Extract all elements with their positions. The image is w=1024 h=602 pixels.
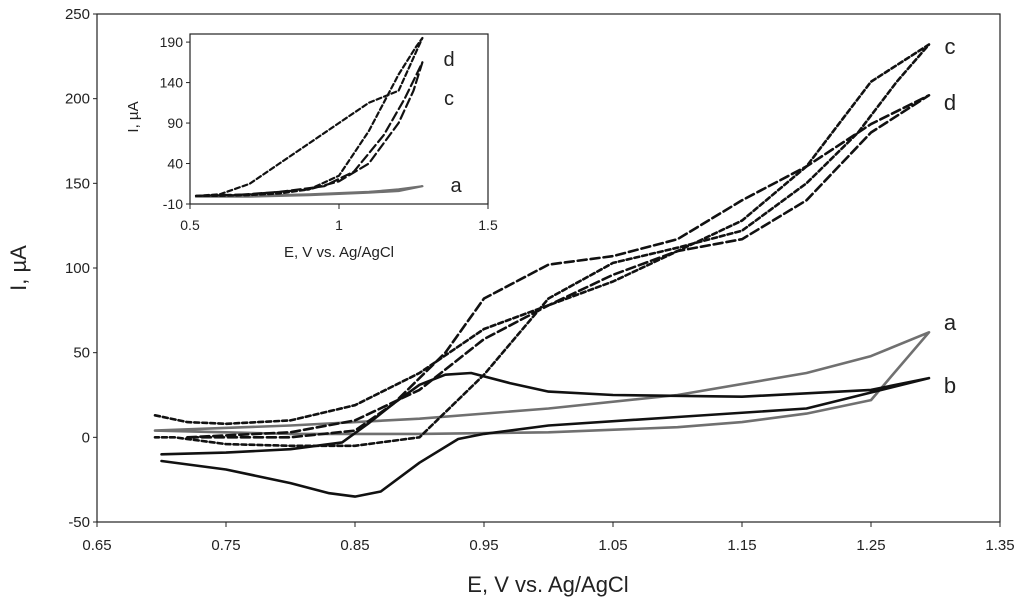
main-series-d-line [186, 94, 931, 439]
main-y-tick-label: 150 [65, 175, 90, 192]
inset-x-tick-label: 0.5 [180, 217, 200, 233]
inset-series-group [194, 36, 424, 198]
inset-y-tick-label: 190 [160, 34, 184, 50]
y-axis-label: I, µA [6, 245, 31, 291]
main-series-a-line [153, 331, 931, 436]
main-series-b-line [160, 371, 931, 498]
main-y-tick-labels: -50 0 50 100 150 200 250 [65, 6, 97, 531]
main-x-tick-label: 1.25 [856, 537, 885, 554]
main-x-tick-label: 1.35 [985, 537, 1014, 554]
inset-background [184, 34, 488, 204]
main-x-tick-labels: 0.65 0.75 0.85 0.95 1.05 1.15 1.25 1.35 [82, 522, 1015, 554]
inset-y-tick-label: -10 [163, 196, 183, 212]
main-y-tick-label: 250 [65, 6, 90, 23]
inset-series-a-line [194, 185, 424, 198]
inset-x-tick-label: 1 [335, 217, 343, 233]
inset-x-axis-label: E, V vs. Ag/AgCl [284, 244, 394, 261]
main-x-tick-label: 0.95 [469, 537, 498, 554]
main-y-tick-label: -50 [68, 514, 90, 531]
main-series-group [153, 43, 931, 498]
main-curve-label-a: a [944, 310, 957, 335]
main-series-c-line [153, 43, 931, 448]
main-curve-label-c: c [945, 34, 956, 59]
inset-x-tick-labels: 0.5 1 1.5 [180, 204, 498, 233]
inset-y-tick-label: 40 [167, 156, 183, 172]
inset-y-tick-label: 140 [160, 75, 184, 91]
inset-curve-label-c: c [444, 88, 454, 110]
inset-curve-label-d: d [443, 49, 454, 71]
inset-y-tick-label: 90 [167, 115, 183, 131]
inset-y-tick-labels: -10 40 90 140 190 [160, 34, 190, 212]
main-x-tick-label: 1.05 [598, 537, 627, 554]
inset-series-c-line [194, 61, 424, 197]
inset-curve-label-a: a [450, 175, 462, 197]
inset-x-tick-label: 1.5 [478, 217, 498, 233]
main-x-tick-label: 0.85 [340, 537, 369, 554]
inset-curve-labels: dc a [443, 49, 462, 197]
inset-series-d-line [194, 36, 424, 197]
main-curve-label-b: b [944, 373, 956, 398]
main-curve-label-d: d [944, 90, 956, 115]
main-y-tick-label: 100 [65, 260, 90, 277]
main-curve-labels: a b c d [944, 34, 957, 398]
main-x-tick-label: 0.75 [211, 537, 240, 554]
main-y-tick-label: 0 [82, 429, 90, 446]
main-x-tick-label: 1.15 [727, 537, 756, 554]
main-x-tick-label: 0.65 [82, 537, 111, 554]
main-y-tick-label: 200 [65, 91, 90, 108]
inset-y-axis-label: I, µA [125, 101, 142, 132]
x-axis-label: E, V vs. Ag/AgCl [467, 572, 628, 597]
main-y-tick-label: 50 [73, 345, 90, 362]
